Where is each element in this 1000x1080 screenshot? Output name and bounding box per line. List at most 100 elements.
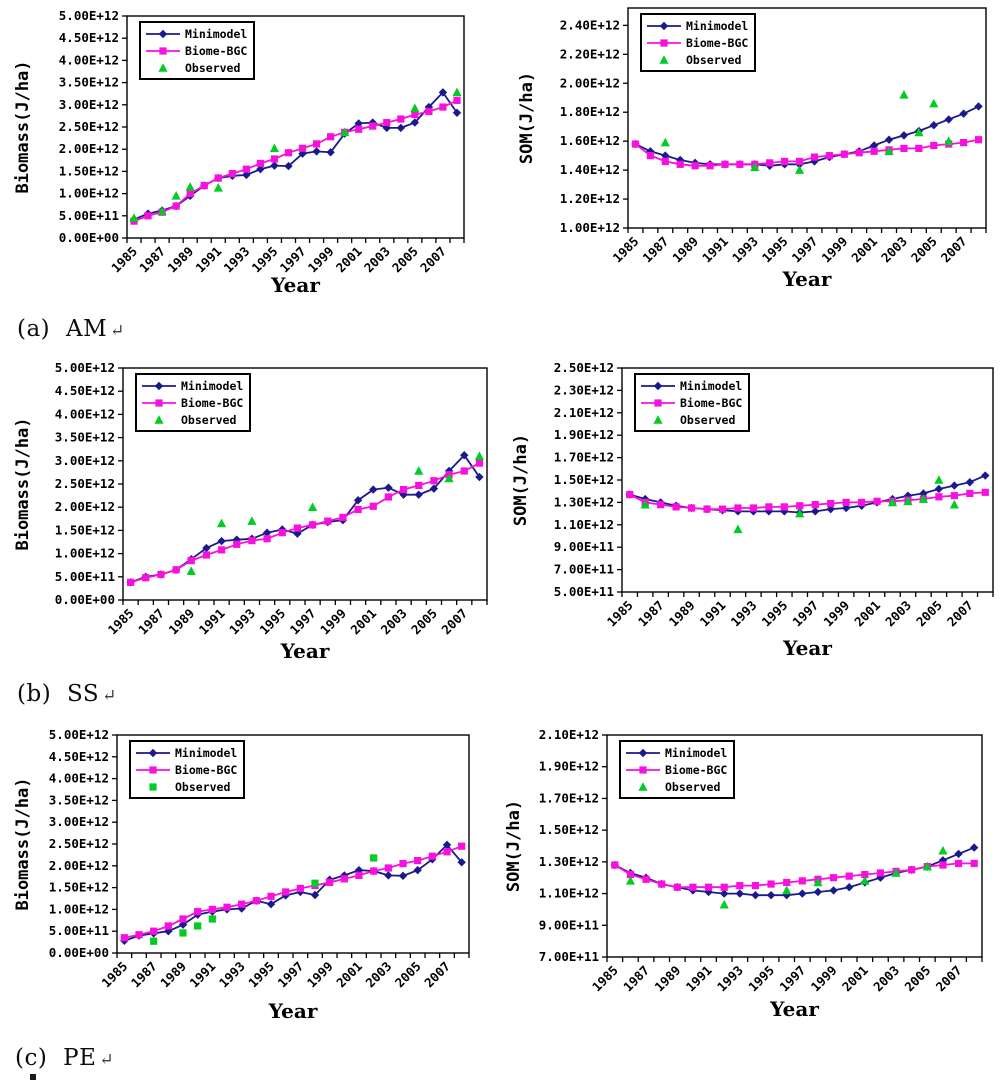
- x-axis-title: Year: [270, 273, 320, 297]
- square-marker: [704, 883, 713, 891]
- y-tick-label: 0.00E+00: [49, 945, 109, 960]
- y-axis-title: SOM(J/ha): [505, 800, 524, 892]
- y-tick-label: 2.50E+12: [49, 836, 109, 851]
- square-marker: [981, 488, 989, 496]
- triangle-marker: [949, 499, 959, 509]
- y-tick-label: 2.40E+12: [560, 17, 620, 32]
- legend-marker: [659, 21, 669, 31]
- square-marker: [825, 152, 833, 160]
- x-tick-label: 1985: [99, 959, 131, 991]
- x-tick-label: 1993: [216, 959, 248, 991]
- diamond-marker: [326, 148, 335, 157]
- legend: Minimodel Biome-BGC Observed: [619, 740, 735, 799]
- y-tick-label: 5.00E+12: [49, 727, 109, 742]
- y-tick-label: 3.00E+12: [59, 97, 119, 112]
- section-label-b-text: (b) SS: [17, 681, 100, 707]
- x-axis-title: Year: [769, 997, 819, 1021]
- diamond-marker: [460, 451, 469, 460]
- x-tick-label: 1993: [728, 598, 760, 630]
- square-marker: [950, 492, 958, 500]
- square-marker: [267, 892, 275, 900]
- legend-marker: [653, 381, 663, 391]
- y-tick-label: 5.00E+12: [55, 360, 115, 375]
- y-tick-label: 4.50E+12: [55, 383, 115, 398]
- triangle-marker: [914, 127, 924, 137]
- y-tick-label: 1.40E+12: [560, 162, 620, 177]
- square-marker: [840, 150, 848, 158]
- paragraph-return-mark-a: ↵: [110, 321, 125, 341]
- square-marker: [658, 880, 666, 888]
- series-observed: [150, 854, 378, 945]
- legend-item-observed: Observed: [638, 780, 720, 794]
- legend-label: Biome-BGC: [665, 763, 727, 777]
- square-marker: [415, 481, 423, 489]
- square-marker: [248, 537, 256, 545]
- triangle-marker: [813, 877, 823, 887]
- x-tick-label: 2007: [938, 234, 970, 266]
- square-marker: [263, 535, 271, 543]
- square-marker: [642, 875, 650, 883]
- square-marker: [873, 497, 881, 505]
- square-marker: [157, 570, 165, 579]
- y-tick-label: 1.50E+12: [55, 522, 115, 537]
- triangle-marker: [884, 146, 894, 156]
- triangle-marker: [899, 90, 909, 99]
- square-marker: [369, 122, 377, 130]
- square-marker: [324, 517, 332, 525]
- x-tick-label: 1987: [640, 234, 672, 266]
- x-tick-label: 1995: [759, 598, 791, 630]
- diamond-marker: [965, 478, 975, 487]
- legend-label: Minimodel: [665, 746, 727, 760]
- square-marker: [311, 879, 319, 887]
- legend-label: Biome-BGC: [175, 763, 237, 777]
- square-marker: [411, 110, 419, 119]
- legend-label: Biome-BGC: [680, 396, 742, 410]
- square-marker: [780, 503, 788, 511]
- x-tick-label: 1989: [165, 606, 197, 638]
- legend-item-minimodel: Minimodel: [136, 746, 237, 760]
- square-marker: [223, 903, 231, 911]
- legend-label: Biome-BGC: [185, 44, 247, 58]
- square-marker: [202, 551, 211, 559]
- x-tick-label: 1997: [277, 244, 309, 276]
- y-tick-label: 9.00E+11: [554, 539, 614, 554]
- legend-marker: [638, 782, 648, 791]
- triangle-marker: [444, 473, 454, 483]
- y-axis-title: SOM(J/ha): [511, 434, 531, 526]
- y-axis: 0.00E+00 5.00E+11 1.00E+12 1.50E+12 2.00E+12…: [55, 360, 123, 607]
- x-tick-label: 2003: [882, 598, 914, 630]
- square-marker: [734, 504, 742, 512]
- y-tick-label: 5.00E+11: [554, 584, 614, 599]
- y-tick-label: 1.20E+12: [560, 191, 620, 206]
- legend: Minimodel Biome-BGC Observed: [634, 373, 750, 432]
- square-marker: [308, 521, 317, 529]
- square-marker: [781, 157, 789, 166]
- square-marker: [354, 505, 362, 514]
- y-tick-label: 1.80E+12: [560, 104, 620, 119]
- square-marker: [915, 144, 923, 152]
- square-marker: [749, 504, 757, 512]
- legend-label: Observed: [185, 61, 240, 75]
- legend-marker: [158, 29, 168, 39]
- triangle-marker: [795, 508, 805, 518]
- diamond-marker: [475, 472, 484, 482]
- x-tick-label: 2003: [378, 606, 410, 638]
- x-axis: 1985198719891991199319951997199920012003…: [108, 238, 465, 276]
- x-tick-label: 1987: [136, 244, 168, 276]
- x-tick-label: 1991: [697, 598, 729, 630]
- legend-item-observed: Observed: [149, 780, 230, 794]
- legend-item-biome-bgc: Biome-BGC: [647, 36, 748, 50]
- y-tick-label: 1.00E+12: [49, 901, 109, 916]
- square-marker: [238, 900, 246, 908]
- square-marker: [270, 155, 279, 163]
- square-marker: [384, 864, 392, 872]
- legend-marker: [154, 381, 164, 391]
- square-marker: [355, 871, 363, 879]
- x-tick-label: 2005: [902, 963, 934, 995]
- square-marker: [703, 505, 711, 513]
- x-tick-label: 1997: [777, 963, 809, 995]
- diamond-marker: [242, 170, 251, 180]
- section-label-b: (b) SS ↵: [17, 681, 117, 707]
- square-marker: [829, 874, 838, 882]
- y-tick-label: 1.10E+12: [539, 886, 599, 901]
